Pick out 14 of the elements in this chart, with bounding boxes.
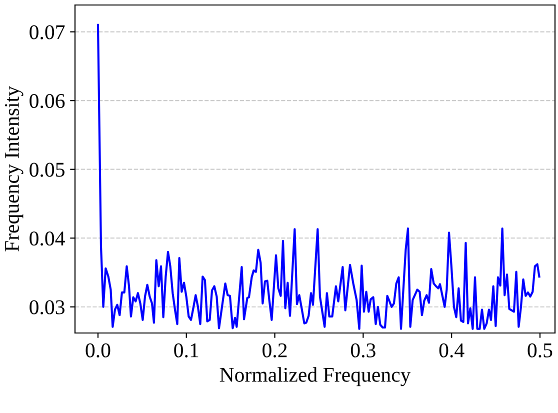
x-axis-title: Normalized Frequency [220, 367, 411, 386]
x-tick-label: 0.2 [262, 343, 287, 358]
x-tick-label: 0.0 [86, 343, 110, 358]
x-tick-label: 0.1 [174, 343, 198, 358]
y-tick-label: 0.05 [30, 162, 64, 177]
y-tick-label: 0.06 [30, 94, 65, 108]
y-tick-label: 0.04 [30, 231, 65, 246]
y-tick-label: 0.07 [30, 25, 65, 40]
x-tick-label: 0.5 [528, 343, 552, 358]
x-tick-label: 0.3 [350, 343, 376, 358]
y-tick-label: 0.03 [30, 300, 64, 314]
line-series [96, 24, 540, 330]
y-axis-title: Frequency Intensity [4, 86, 24, 252]
x-tick-label: 0.4 [439, 343, 464, 358]
